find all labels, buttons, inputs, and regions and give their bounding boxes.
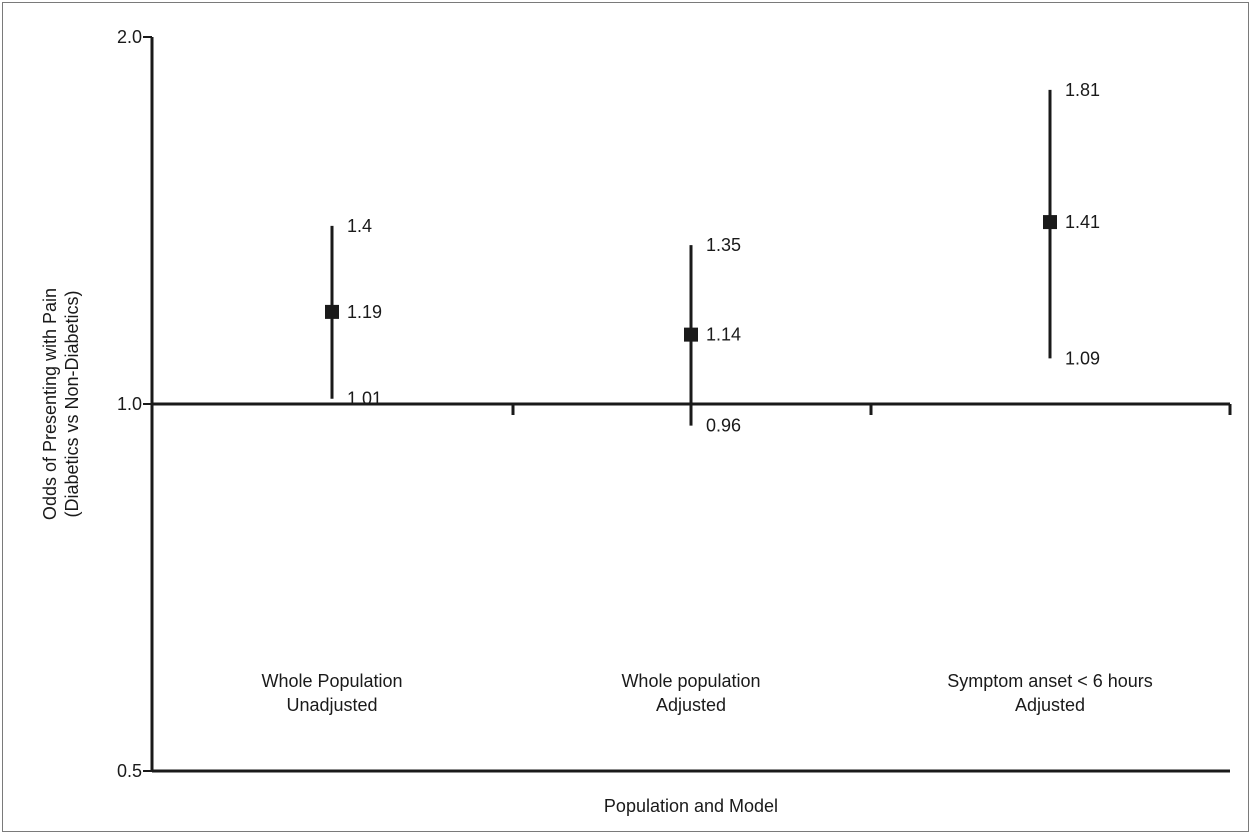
- category-label: Symptom anset < 6 hours Adjusted: [947, 671, 1153, 715]
- upper-ci-label: 1.4: [347, 216, 372, 236]
- category-label-line: Unadjusted: [286, 695, 377, 715]
- category-labels: Whole Population Unadjusted Whole populati…: [261, 671, 1152, 715]
- y-axis-title-line: (Diabetics vs Non-Diabetics): [62, 290, 82, 517]
- upper-ci-label: 1.81: [1065, 80, 1100, 100]
- data-marks: 1.4 1.19 1.01 1.35 1.14 0.96 1.81 1.41 1.09: [325, 80, 1100, 436]
- estimate-label: 1.41: [1065, 212, 1100, 232]
- estimate-label: 1.14: [706, 325, 741, 345]
- y-axis-title: Odds of Presenting with Pain (Diabetics v…: [40, 288, 82, 520]
- y-axis-title-text: Odds of Presenting with Pain (Diabetics v…: [40, 288, 82, 520]
- category-label-line: Adjusted: [656, 695, 726, 715]
- y-ticks: 0.5 1.0 2.0: [117, 27, 152, 781]
- category-label: Whole population Adjusted: [621, 671, 760, 715]
- category-label-line: Adjusted: [1015, 695, 1085, 715]
- y-axis-title-line: Odds of Presenting with Pain: [40, 288, 60, 520]
- category-label: Whole Population Unadjusted: [261, 671, 402, 715]
- y-tick-label: 2.0: [117, 27, 142, 47]
- category-label-line: Whole Population: [261, 671, 402, 691]
- estimate-marker: [684, 327, 698, 342]
- y-tick-label: 0.5: [117, 761, 142, 781]
- y-tick-label: 1.0: [117, 394, 142, 414]
- lower-ci-label: 1.09: [1065, 348, 1100, 368]
- category-label-line: Whole population: [621, 671, 760, 691]
- estimate-marker: [325, 304, 339, 319]
- estimate-marker: [1043, 215, 1057, 230]
- lower-ci-label: 1.01: [347, 389, 382, 409]
- upper-ci-label: 1.35: [706, 235, 741, 255]
- estimate-label: 1.19: [347, 302, 382, 322]
- lower-ci-label: 0.96: [706, 416, 741, 436]
- category-label-line: Symptom anset < 6 hours: [947, 671, 1153, 691]
- x-axis-title: Population and Model: [604, 796, 778, 816]
